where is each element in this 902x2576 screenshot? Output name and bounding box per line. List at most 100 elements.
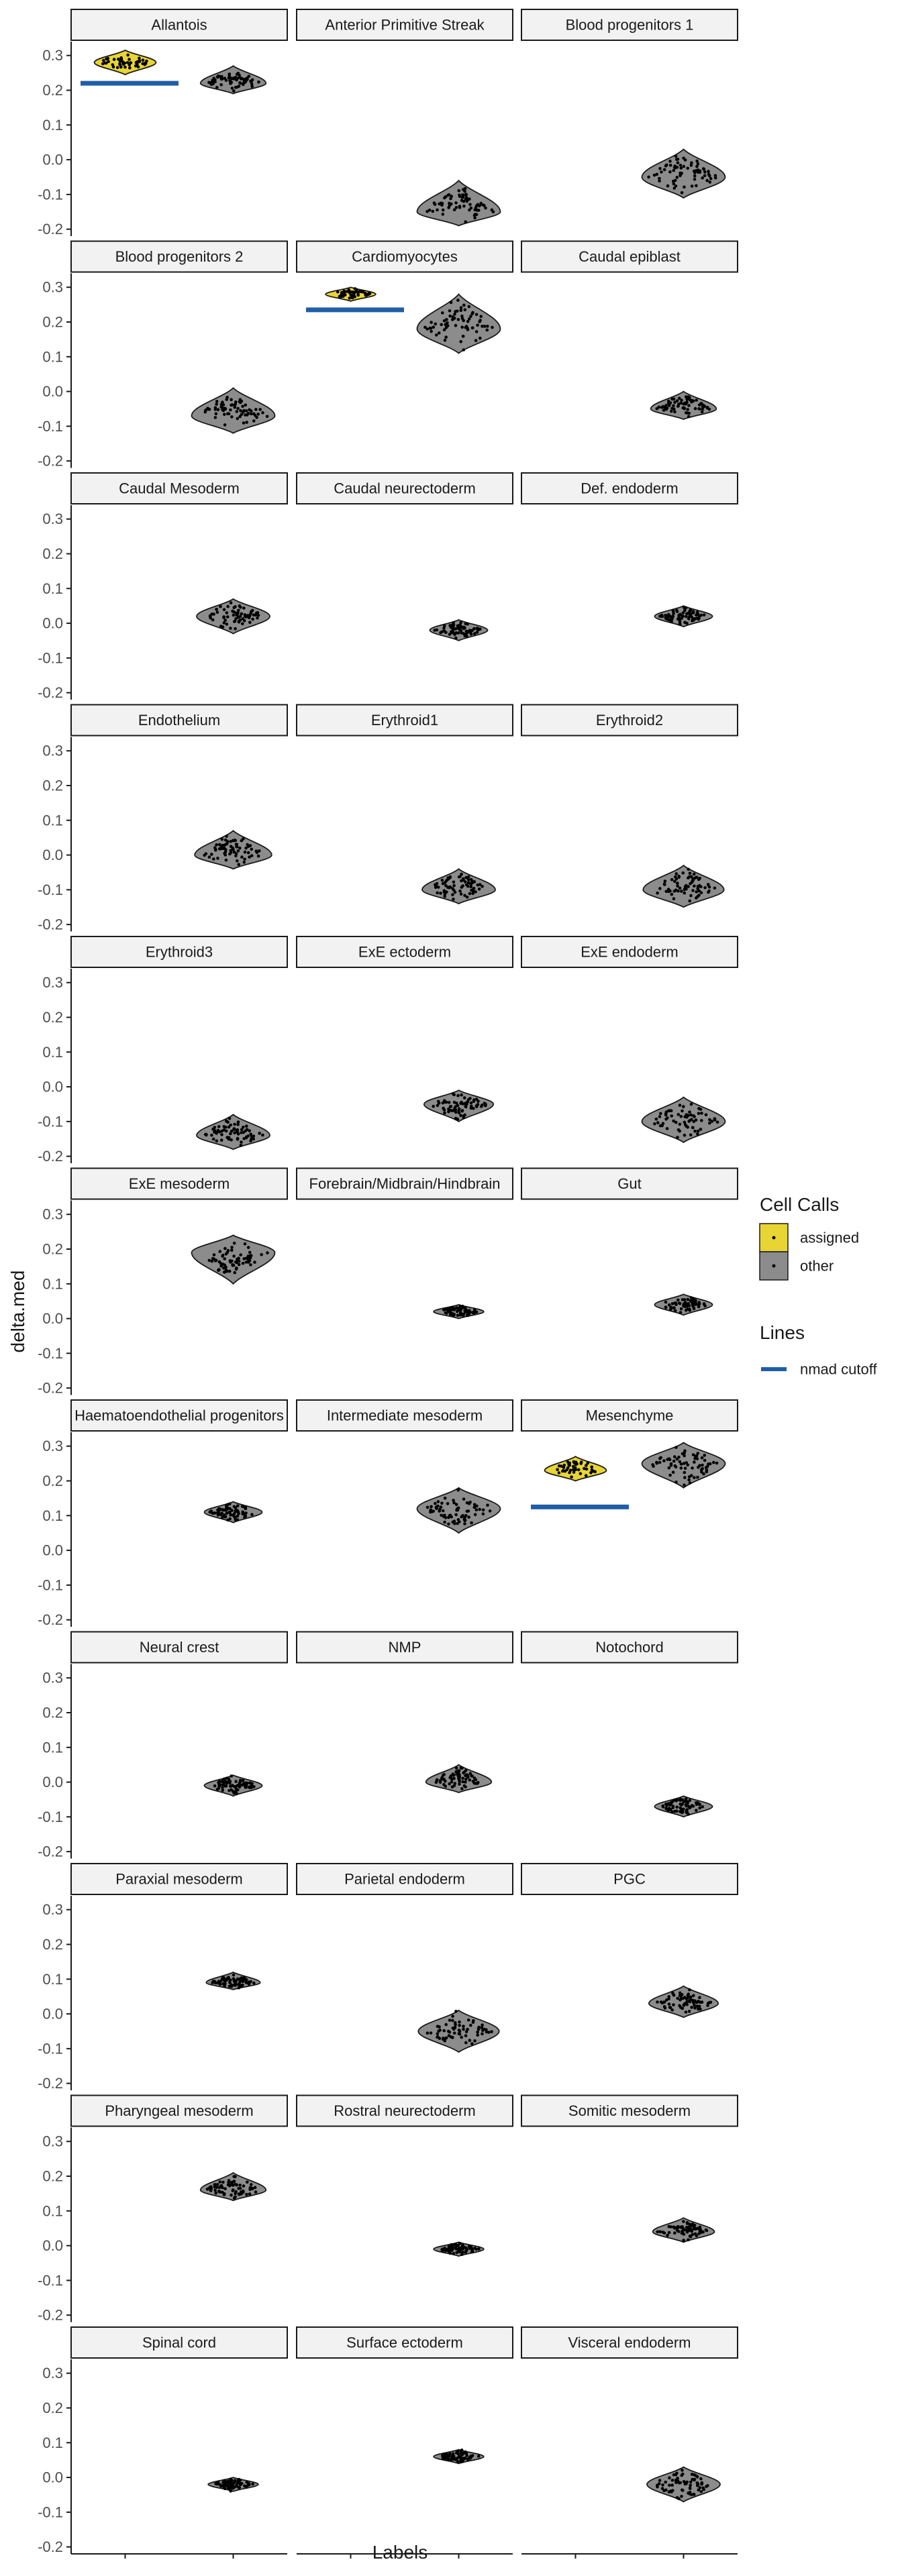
data-point — [463, 308, 467, 312]
data-point — [242, 619, 246, 623]
data-point — [685, 1808, 689, 1811]
data-point — [254, 408, 258, 411]
data-point — [440, 1501, 444, 1505]
data-point — [217, 1507, 221, 1511]
data-point — [689, 2483, 692, 2487]
data-point — [689, 881, 692, 885]
facet-panel-blood-progenitors-1: Blood progenitors 1 — [521, 9, 738, 199]
facet-strip-label: Caudal epiblast — [579, 248, 681, 265]
data-point — [699, 1108, 703, 1111]
data-point — [697, 2004, 701, 2008]
data-point — [248, 614, 252, 617]
data-point — [690, 2006, 693, 2009]
data-point — [682, 1462, 686, 1465]
data-point — [691, 1466, 694, 1470]
data-point — [474, 330, 479, 333]
data-point — [695, 184, 698, 188]
data-point — [705, 406, 709, 410]
data-point — [252, 419, 256, 423]
data-point — [695, 613, 698, 616]
data-point — [662, 2000, 666, 2004]
data-point — [462, 1096, 466, 1099]
data-point — [243, 613, 247, 616]
data-point — [692, 1114, 695, 1118]
data-point — [221, 1253, 225, 1257]
data-point — [476, 2030, 479, 2034]
facet-panel-surface-ectoderm: Surface ectoderm — [296, 2326, 513, 2465]
data-point — [682, 156, 685, 160]
data-point — [701, 176, 704, 180]
data-point — [664, 1305, 668, 1309]
data-point — [211, 82, 215, 86]
data-point — [236, 2478, 240, 2482]
legend-line-title: Lines — [760, 1322, 805, 1343]
data-point — [261, 1133, 264, 1137]
data-point — [229, 627, 232, 630]
data-point — [249, 1132, 253, 1136]
data-point — [230, 1788, 233, 1792]
data-point — [681, 2225, 684, 2229]
data-point — [219, 1138, 223, 1142]
data-point — [452, 208, 456, 212]
data-point — [707, 883, 710, 887]
data-point — [466, 320, 470, 323]
data-point — [691, 1805, 695, 1808]
data-point — [469, 206, 473, 210]
data-point — [677, 1301, 681, 1305]
facet-strip-label: NMP — [389, 1639, 421, 1656]
data-point — [672, 1459, 676, 1463]
data-point — [221, 1788, 225, 1792]
y-tick-label: 0.1 — [42, 348, 63, 365]
data-point — [250, 847, 254, 851]
data-point — [670, 409, 673, 413]
y-tick-label: -0.2 — [38, 916, 63, 933]
data-point — [215, 400, 219, 403]
data-point — [693, 171, 697, 174]
data-point — [249, 1263, 252, 1267]
data-point — [460, 314, 464, 318]
data-point — [442, 1515, 446, 1518]
facet-panel-somitic-mesoderm: Somitic mesoderm — [521, 2094, 738, 2243]
data-point — [700, 1112, 703, 1115]
data-point — [668, 619, 672, 622]
data-point — [672, 1119, 675, 1123]
data-point — [221, 2481, 225, 2484]
data-point — [685, 1804, 689, 1808]
data-point — [227, 2179, 231, 2182]
data-point — [687, 1478, 691, 1482]
data-point — [245, 1124, 248, 1128]
data-point — [670, 1810, 674, 1814]
data-point — [667, 1303, 671, 1307]
data-point — [441, 1509, 445, 1513]
data-point — [573, 1467, 577, 1471]
data-point — [593, 1470, 597, 1474]
data-point — [701, 167, 705, 170]
data-point — [442, 1777, 445, 1781]
data-point — [452, 2031, 456, 2035]
y-tick-label: -0.2 — [38, 1148, 63, 1165]
data-point — [683, 608, 687, 612]
data-point — [464, 1780, 467, 1784]
y-tick-label: 0.2 — [42, 1936, 63, 1953]
data-point — [673, 1464, 677, 1468]
y-tick-label: 0.0 — [42, 1774, 63, 1790]
data-point — [459, 1102, 462, 1106]
data-point — [668, 160, 672, 163]
data-point — [216, 408, 220, 411]
data-point — [229, 601, 233, 604]
data-point — [667, 2002, 671, 2006]
data-point — [207, 80, 211, 85]
data-point — [221, 1263, 225, 1266]
data-point — [246, 845, 250, 849]
data-point — [245, 421, 248, 424]
data-point — [437, 1102, 441, 1105]
data-point — [707, 172, 711, 176]
data-point — [203, 410, 207, 414]
data-point — [235, 410, 239, 413]
data-point — [246, 413, 249, 417]
data-point — [242, 837, 245, 841]
data-point — [457, 1107, 461, 1111]
data-point — [658, 1124, 662, 1128]
data-point — [473, 2247, 477, 2250]
facet-panel-pharyngeal-mesoderm: Pharyngeal mesoderm — [70, 2094, 288, 2202]
